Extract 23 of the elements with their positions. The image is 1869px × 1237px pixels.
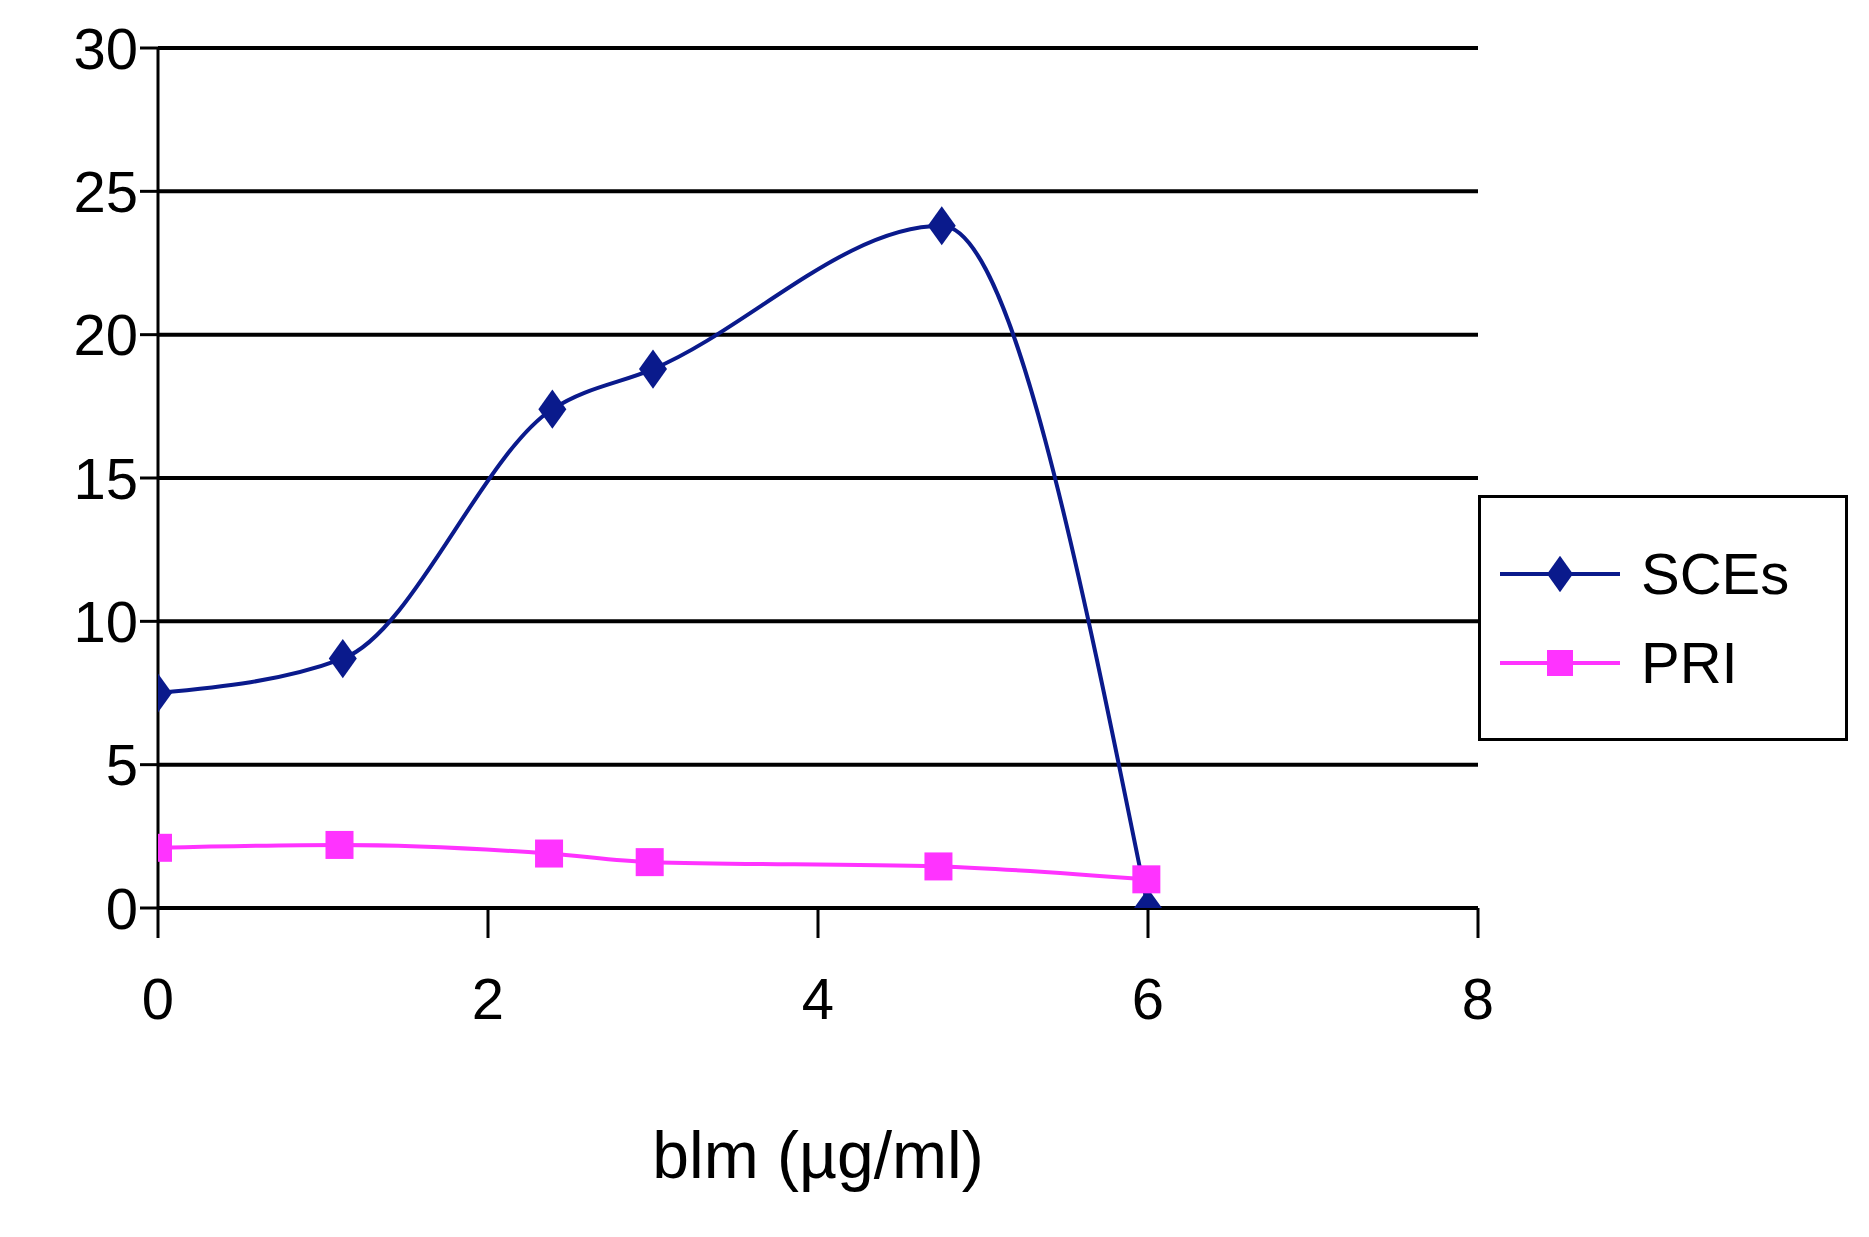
y-tick-label: 20 xyxy=(73,302,138,368)
legend-label: PRI xyxy=(1641,629,1738,696)
point xyxy=(538,389,567,429)
x-tick-label: 2 xyxy=(471,966,505,1032)
x-axis-title: blm (µg/ml) xyxy=(652,1118,984,1192)
y-tick-label: 5 xyxy=(105,732,138,798)
point xyxy=(328,639,357,679)
point xyxy=(1132,865,1161,894)
point xyxy=(325,830,354,859)
x-tick-label: 8 xyxy=(1461,966,1495,1032)
y-tick-label: 0 xyxy=(105,875,138,941)
point xyxy=(535,839,564,868)
y-tick-label: 30 xyxy=(73,15,138,81)
point xyxy=(639,349,667,389)
y-tick-label: 10 xyxy=(73,588,138,654)
x-tick-label: 6 xyxy=(1131,966,1165,1032)
point xyxy=(927,206,956,246)
point xyxy=(635,848,664,877)
x-tick-label: 4 xyxy=(801,966,835,1032)
y-tick-label: 15 xyxy=(73,445,138,511)
y-tick-label: 25 xyxy=(73,158,138,224)
point xyxy=(924,852,953,881)
legend-label: SCEs xyxy=(1641,540,1790,607)
